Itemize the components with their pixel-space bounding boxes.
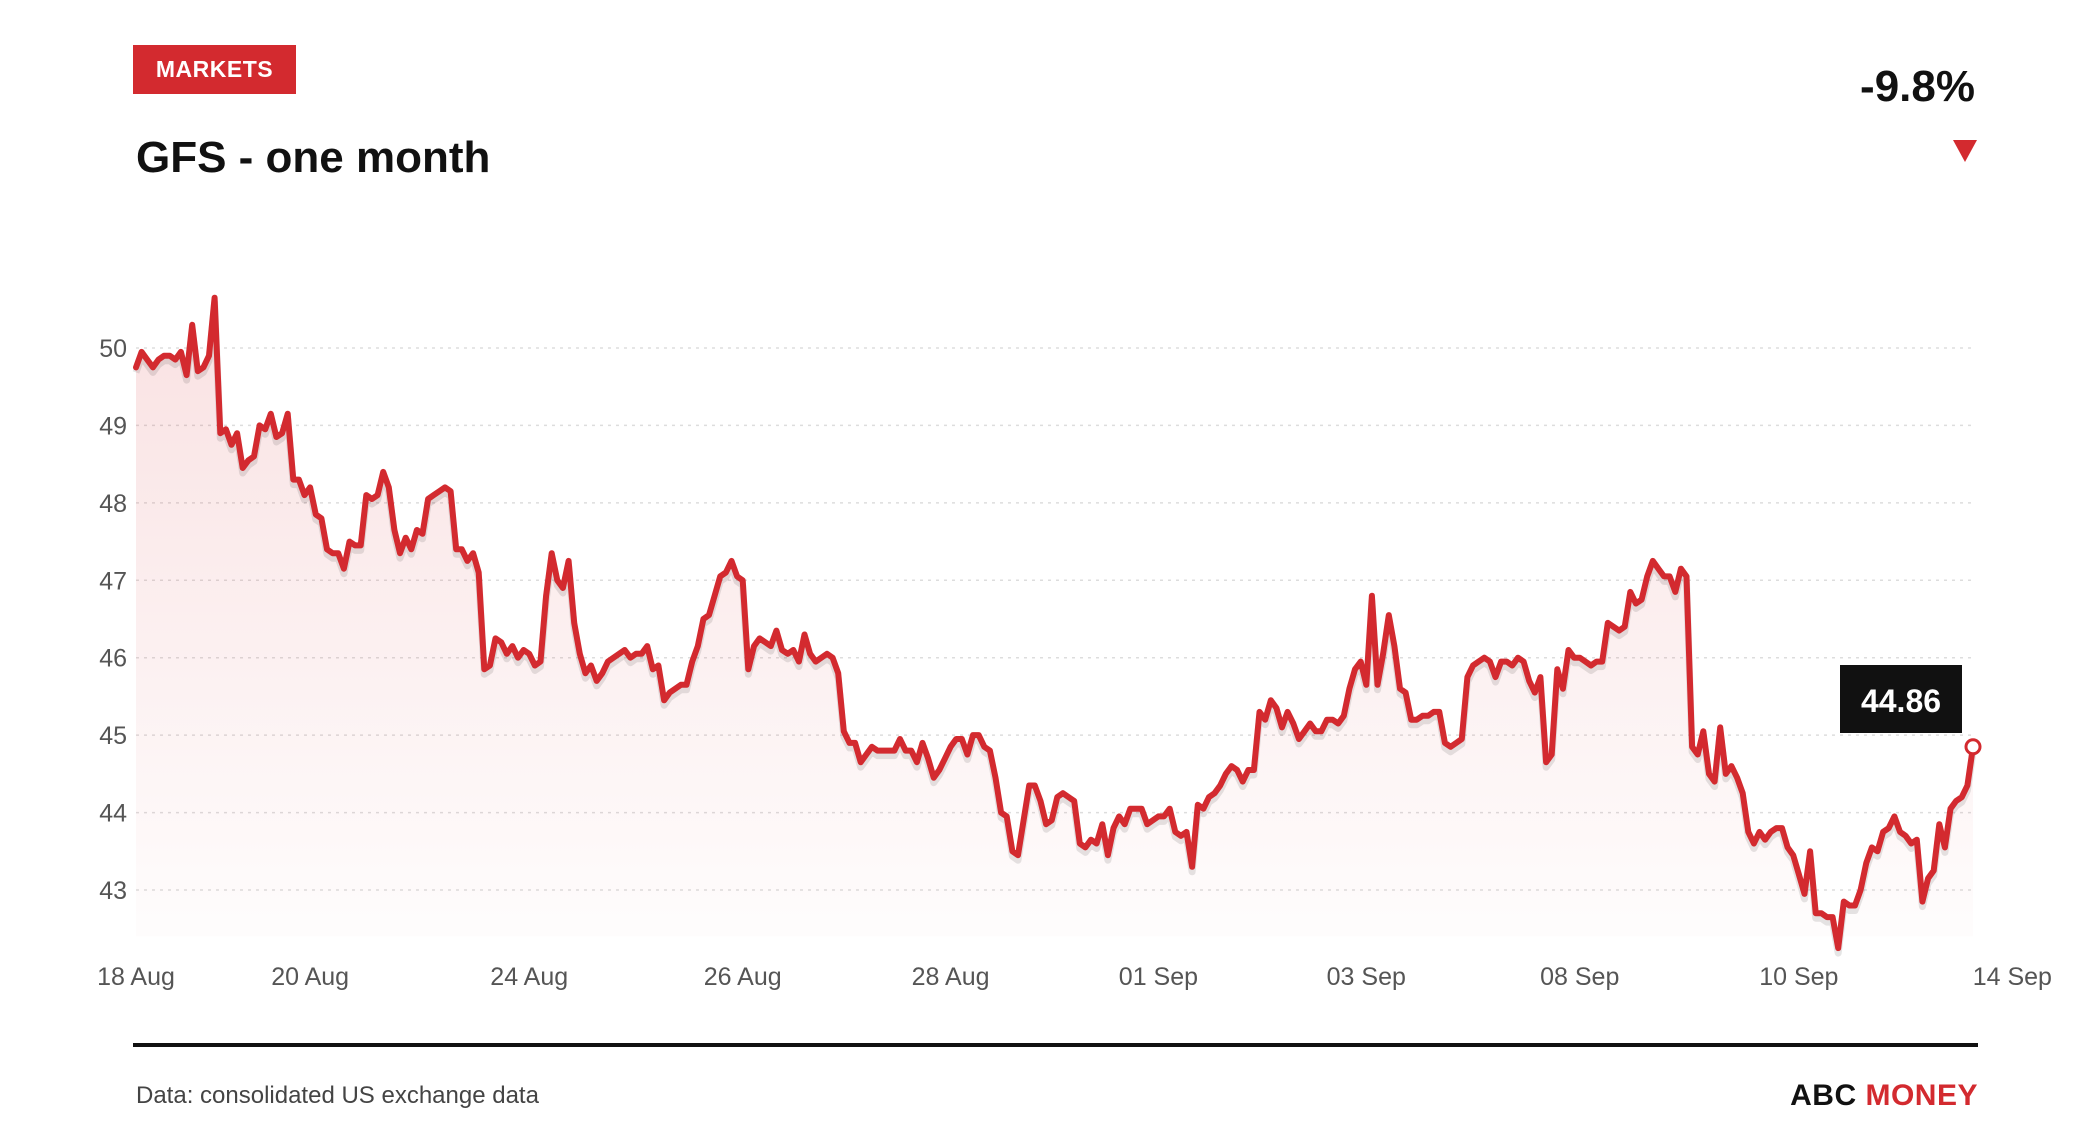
footer-divider: [133, 1043, 1978, 1047]
y-tick-label: 50: [99, 335, 127, 363]
x-tick-label: 08 Sep: [1540, 963, 1619, 991]
last-value-callout: 44.86: [1840, 665, 1962, 733]
price-chart: 43 44 45 46 47 48 49 50 18 Aug 20 Aug 24 Aug 26 Au…: [97, 294, 2052, 991]
y-axis-labels: 43 44 45 46 47 48 49 50: [99, 335, 127, 905]
last-value-label: 44.86: [1861, 683, 1941, 719]
y-tick-label: 44: [99, 800, 127, 828]
x-tick-label: 20 Aug: [271, 963, 349, 991]
x-tick-label: 18 Aug: [97, 963, 175, 991]
x-axis-labels: 18 Aug 20 Aug 24 Aug 26 Aug 28 Aug 01 Sep 03 S…: [97, 963, 2052, 991]
price-area-fill: [136, 297, 1973, 949]
chart-title: GFS - one month: [136, 133, 491, 182]
brand-logo: ABC MONEY: [1790, 1079, 1978, 1113]
data-source: Data: consolidated US exchange data: [136, 1082, 539, 1109]
y-tick-label: 45: [99, 722, 127, 750]
x-tick-label: 01 Sep: [1119, 963, 1198, 991]
x-tick-label: 28 Aug: [912, 963, 990, 991]
y-tick-label: 43: [99, 877, 127, 905]
y-tick-label: 46: [99, 645, 127, 673]
last-value-point: [1964, 738, 1982, 756]
brand-part-1: ABC: [1790, 1079, 1857, 1112]
x-tick-label: 24 Aug: [490, 963, 568, 991]
price-line: [133, 294, 1976, 952]
x-tick-label: 03 Sep: [1327, 963, 1406, 991]
x-tick-label: 26 Aug: [704, 963, 782, 991]
x-tick-label: 14 Sep: [1973, 963, 2052, 991]
brand-part-2: MONEY: [1865, 1079, 1978, 1112]
percent-change: -9.8%: [1860, 62, 1975, 111]
y-tick-label: 48: [99, 490, 127, 518]
markets-badge: MARKETS: [133, 45, 296, 94]
x-tick-label: 10 Sep: [1759, 963, 1838, 991]
down-arrow-icon: [1953, 140, 1977, 162]
y-tick-label: 49: [99, 412, 127, 440]
y-tick-label: 47: [99, 567, 127, 595]
